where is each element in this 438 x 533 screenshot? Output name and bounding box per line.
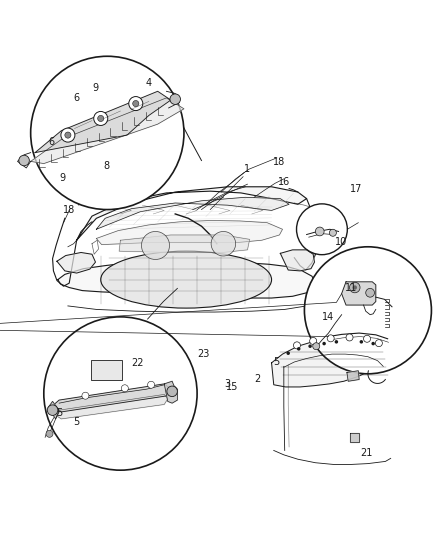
Text: 11: 11 <box>345 284 357 293</box>
Circle shape <box>375 340 382 346</box>
Circle shape <box>44 317 197 470</box>
Polygon shape <box>342 282 376 305</box>
Circle shape <box>322 342 326 345</box>
Text: 1: 1 <box>244 164 251 174</box>
Text: 23: 23 <box>198 349 210 359</box>
Text: 10: 10 <box>335 237 347 247</box>
Circle shape <box>170 94 180 104</box>
Circle shape <box>366 288 374 297</box>
Polygon shape <box>96 221 283 245</box>
Circle shape <box>329 229 336 236</box>
Circle shape <box>61 128 75 142</box>
Circle shape <box>65 132 71 138</box>
Polygon shape <box>280 250 314 271</box>
Circle shape <box>364 335 371 342</box>
Circle shape <box>121 385 128 392</box>
Circle shape <box>47 405 58 415</box>
Circle shape <box>31 56 184 209</box>
Circle shape <box>304 247 431 374</box>
Circle shape <box>293 342 300 349</box>
Polygon shape <box>35 91 171 152</box>
Circle shape <box>46 430 53 437</box>
Text: 16: 16 <box>278 177 290 188</box>
Circle shape <box>360 340 363 344</box>
Circle shape <box>313 343 320 350</box>
Circle shape <box>82 392 89 399</box>
Circle shape <box>167 386 177 397</box>
Circle shape <box>308 344 312 348</box>
Text: 4: 4 <box>146 78 152 88</box>
Circle shape <box>315 227 324 236</box>
Circle shape <box>353 285 357 290</box>
Text: 6: 6 <box>49 136 55 147</box>
Circle shape <box>297 347 300 351</box>
Polygon shape <box>164 381 177 403</box>
Polygon shape <box>347 371 359 381</box>
Polygon shape <box>350 433 359 442</box>
Circle shape <box>129 96 143 110</box>
Text: 14: 14 <box>322 312 335 322</box>
Polygon shape <box>48 401 59 419</box>
Circle shape <box>350 282 360 293</box>
Polygon shape <box>77 187 307 240</box>
Circle shape <box>94 111 108 125</box>
Polygon shape <box>58 261 315 298</box>
Text: 9: 9 <box>92 83 99 93</box>
Text: 9: 9 <box>59 173 65 183</box>
Polygon shape <box>53 394 168 419</box>
Polygon shape <box>31 98 184 164</box>
Polygon shape <box>272 336 391 387</box>
Polygon shape <box>57 253 95 273</box>
Text: 8: 8 <box>103 161 109 171</box>
Polygon shape <box>96 197 289 229</box>
Text: 18: 18 <box>273 157 286 167</box>
Text: 5: 5 <box>74 417 80 426</box>
Circle shape <box>327 335 334 342</box>
Text: 18: 18 <box>63 205 75 215</box>
Text: 22: 22 <box>132 358 144 368</box>
Circle shape <box>346 334 353 341</box>
Text: 5: 5 <box>273 357 279 367</box>
Polygon shape <box>119 235 250 253</box>
Text: 3: 3 <box>225 379 231 389</box>
Circle shape <box>335 340 338 344</box>
Circle shape <box>371 342 375 345</box>
Circle shape <box>148 381 155 388</box>
Polygon shape <box>53 384 171 412</box>
Text: 21: 21 <box>360 448 372 458</box>
Circle shape <box>310 337 317 344</box>
Text: 15: 15 <box>226 382 238 392</box>
Circle shape <box>141 231 170 260</box>
Circle shape <box>297 204 347 255</box>
Circle shape <box>211 231 236 256</box>
Text: 5: 5 <box>56 408 62 418</box>
Ellipse shape <box>101 251 272 308</box>
Text: 2: 2 <box>254 374 261 384</box>
Circle shape <box>19 155 29 166</box>
Text: 17: 17 <box>350 183 362 193</box>
Circle shape <box>286 351 290 355</box>
Circle shape <box>98 115 104 122</box>
Circle shape <box>133 101 139 107</box>
FancyBboxPatch shape <box>91 360 122 379</box>
Text: 6: 6 <box>74 93 80 103</box>
